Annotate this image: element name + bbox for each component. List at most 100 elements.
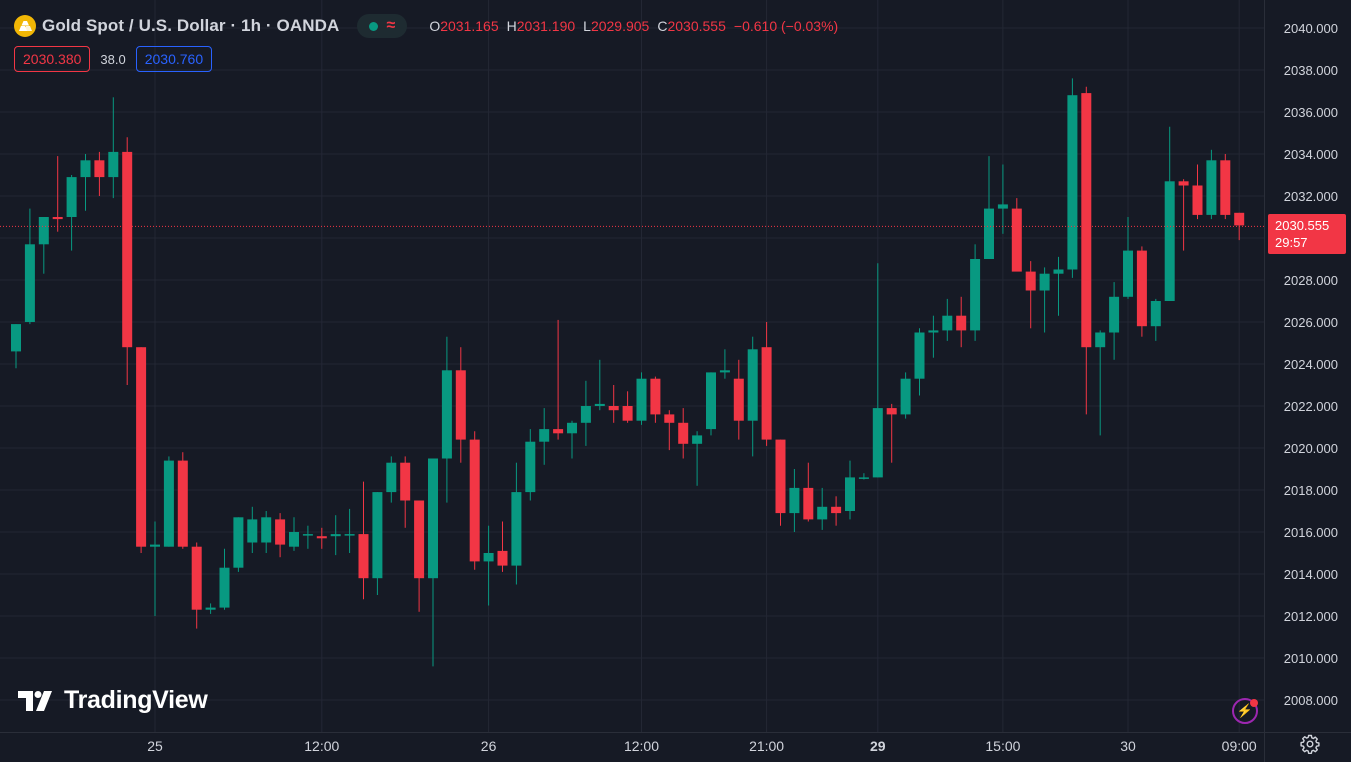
candle (1109, 282, 1120, 360)
candle-body (580, 406, 591, 423)
price-axis[interactable]: 2040.000 2038.000 2036.000 2034.000 2032.000… (1284, 21, 1338, 708)
candle (1067, 78, 1078, 278)
candle-body (122, 151, 133, 348)
candle (1081, 86, 1092, 415)
symbol-title[interactable]: Gold Spot / U.S. Dollar · 1h · OANDA (42, 16, 340, 35)
candle (150, 521, 160, 616)
lightning-bolt-icon[interactable]: ⚡ (1232, 698, 1258, 724)
candle-body (1011, 208, 1022, 272)
market-status-pill[interactable]: ≈ (357, 14, 408, 38)
candle (247, 506, 258, 553)
price-tick-label: 2036.000 (1284, 105, 1338, 120)
candle (1192, 164, 1203, 220)
candle-body (1136, 250, 1147, 327)
candle-body (1109, 296, 1120, 333)
candle (330, 515, 341, 556)
tradingview-logo[interactable]: TradingView (18, 686, 208, 715)
buy-button[interactable]: 2030.760 (135, 46, 213, 72)
candle (539, 408, 550, 465)
candle-body (539, 429, 550, 442)
candle (1025, 261, 1036, 329)
candle-body (414, 500, 425, 579)
price-tick-label: 2012.000 (1284, 609, 1338, 624)
candle (428, 458, 438, 667)
gear-icon[interactable] (1300, 734, 1320, 754)
candle (872, 263, 883, 478)
candle-body (803, 487, 814, 520)
candle-body (664, 414, 675, 423)
sell-button[interactable]: 2030.380 (14, 46, 91, 72)
candle (984, 156, 994, 259)
candle-body (455, 370, 466, 440)
candle (483, 525, 494, 606)
candle (706, 372, 716, 436)
candle (525, 429, 536, 501)
candle-body (205, 607, 216, 610)
candle-body (956, 315, 967, 331)
time-tick-label: 30 (1120, 738, 1136, 754)
high-value: 2031.190 (516, 18, 576, 34)
candle (997, 164, 1008, 234)
price-tick-label: 2032.000 (1284, 189, 1338, 204)
candle-body (1081, 93, 1092, 348)
candle-body (469, 439, 480, 562)
candle (803, 462, 814, 522)
time-tick-label: 25 (147, 738, 163, 754)
candle (1011, 198, 1022, 272)
spread-value: 38.0 (100, 51, 126, 67)
candle-body (567, 422, 577, 434)
candle (66, 175, 77, 251)
candle-body (858, 477, 869, 479)
candle (122, 137, 133, 385)
candle-body (984, 208, 994, 259)
price-tick-label: 2040.000 (1284, 21, 1338, 36)
candle-body (1025, 271, 1036, 291)
price-tick-label: 2038.000 (1284, 63, 1338, 78)
candle (191, 542, 202, 629)
candle (817, 487, 828, 530)
price-tick-label: 2008.000 (1284, 693, 1338, 708)
candle (469, 431, 480, 570)
candles (11, 78, 1245, 667)
candle-body (1164, 181, 1175, 301)
candle-body (302, 534, 313, 536)
time-axis[interactable]: 25 12:00 26 12:00 21:00 29 15:00 30 09:00 (147, 738, 1257, 754)
candle-body (38, 217, 49, 245)
time-tick-label: 21:00 (749, 738, 784, 754)
logo-text: TradingView (64, 686, 208, 714)
candle-body (817, 506, 828, 520)
candle-body (428, 458, 438, 579)
candle-body (441, 370, 452, 459)
price-tick-label: 2016.000 (1284, 525, 1338, 540)
candle (344, 508, 355, 553)
candle (233, 517, 244, 572)
candle-body (733, 378, 744, 421)
quote-row: 2030.380 38.0 2030.760 (14, 46, 213, 72)
candle (845, 460, 855, 520)
candle-body (24, 244, 35, 322)
candle-body (344, 534, 355, 536)
candle-body (845, 477, 855, 511)
candle-body (80, 160, 91, 178)
price-tick-label: 2028.000 (1284, 273, 1338, 288)
candle-body (650, 378, 661, 415)
candle (11, 324, 21, 369)
candle (553, 319, 564, 440)
candle-body (483, 553, 494, 562)
candle (441, 336, 452, 503)
price-tick-label: 2022.000 (1284, 399, 1338, 414)
candle-body (831, 506, 842, 514)
candle (275, 513, 286, 558)
price-tick-label: 2034.000 (1284, 147, 1338, 162)
candle-body (678, 422, 689, 444)
candle (219, 548, 230, 610)
candle-body (942, 315, 953, 331)
high-label: H (506, 18, 517, 34)
gold-bars-icon[interactable] (14, 15, 36, 37)
price-tick-label: 2026.000 (1284, 315, 1338, 330)
candle (775, 439, 786, 526)
candle-body (608, 406, 619, 411)
candle-body (553, 429, 564, 434)
legend-header: Gold Spot / U.S. Dollar · 1h · OANDA ≈ O… (14, 12, 846, 40)
